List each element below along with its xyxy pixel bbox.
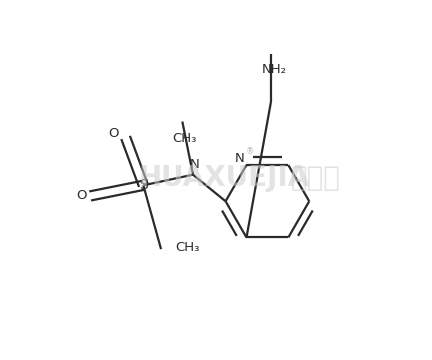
Text: O: O <box>108 127 118 140</box>
Text: CH₃: CH₃ <box>172 132 196 145</box>
Text: S: S <box>139 178 148 192</box>
Text: N: N <box>235 152 245 165</box>
Text: CH₃: CH₃ <box>175 241 200 254</box>
Text: NH₂: NH₂ <box>262 63 287 76</box>
Text: ®: ® <box>245 147 254 156</box>
Text: HUAXUEJIA: HUAXUEJIA <box>138 164 309 192</box>
Text: O: O <box>76 189 86 202</box>
Text: 化学加: 化学加 <box>290 164 340 192</box>
Text: N: N <box>190 158 200 171</box>
